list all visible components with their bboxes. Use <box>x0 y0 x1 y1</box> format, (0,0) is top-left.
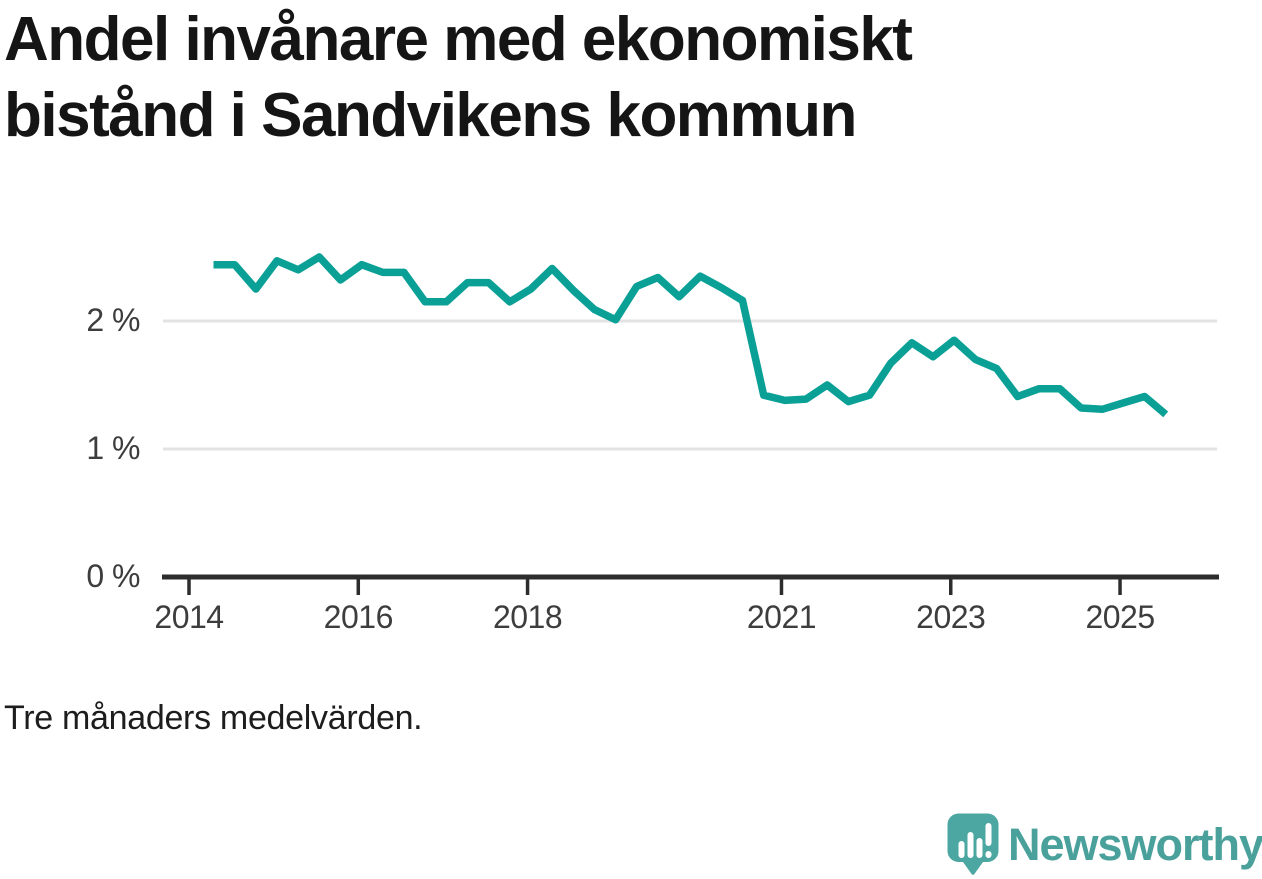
data-line-series <box>213 253 1169 418</box>
x-axis-label: 2025 <box>1085 599 1155 635</box>
bar-icon-1 <box>958 841 965 858</box>
bar-icon-2 <box>967 832 974 858</box>
y-axis-label: 2 % <box>86 302 140 338</box>
x-axis-label: 2023 <box>916 599 986 635</box>
exclamation-bar-icon <box>985 823 992 846</box>
x-axis-label: 2021 <box>746 599 817 635</box>
newsworthy-logo-icon <box>947 813 999 875</box>
y-axis-label: 0 % <box>86 558 140 594</box>
x-axis-label: 2018 <box>492 599 563 635</box>
newsworthy-wordmark: Newsworthy <box>1008 819 1262 870</box>
chart-footnote: Tre månaders medelvärden. <box>4 699 423 737</box>
chart-title-line-2: bistånd i Sandvikens kommun <box>4 81 857 150</box>
x-axis-label: 2014 <box>154 599 224 635</box>
chart-title-line-1: Andel invånare med ekonomiskt <box>4 5 913 74</box>
y-axis-label: 1 % <box>86 430 140 466</box>
line-chart <box>162 253 1219 595</box>
bar-icon-3 <box>976 838 983 858</box>
newsworthy-logo: Newsworthy <box>946 812 1262 879</box>
chart-title: Andel invånare med ekonomiskt bistånd i … <box>4 2 1104 154</box>
x-axis-label: 2016 <box>323 599 394 635</box>
exclamation-dot-icon <box>985 851 992 858</box>
